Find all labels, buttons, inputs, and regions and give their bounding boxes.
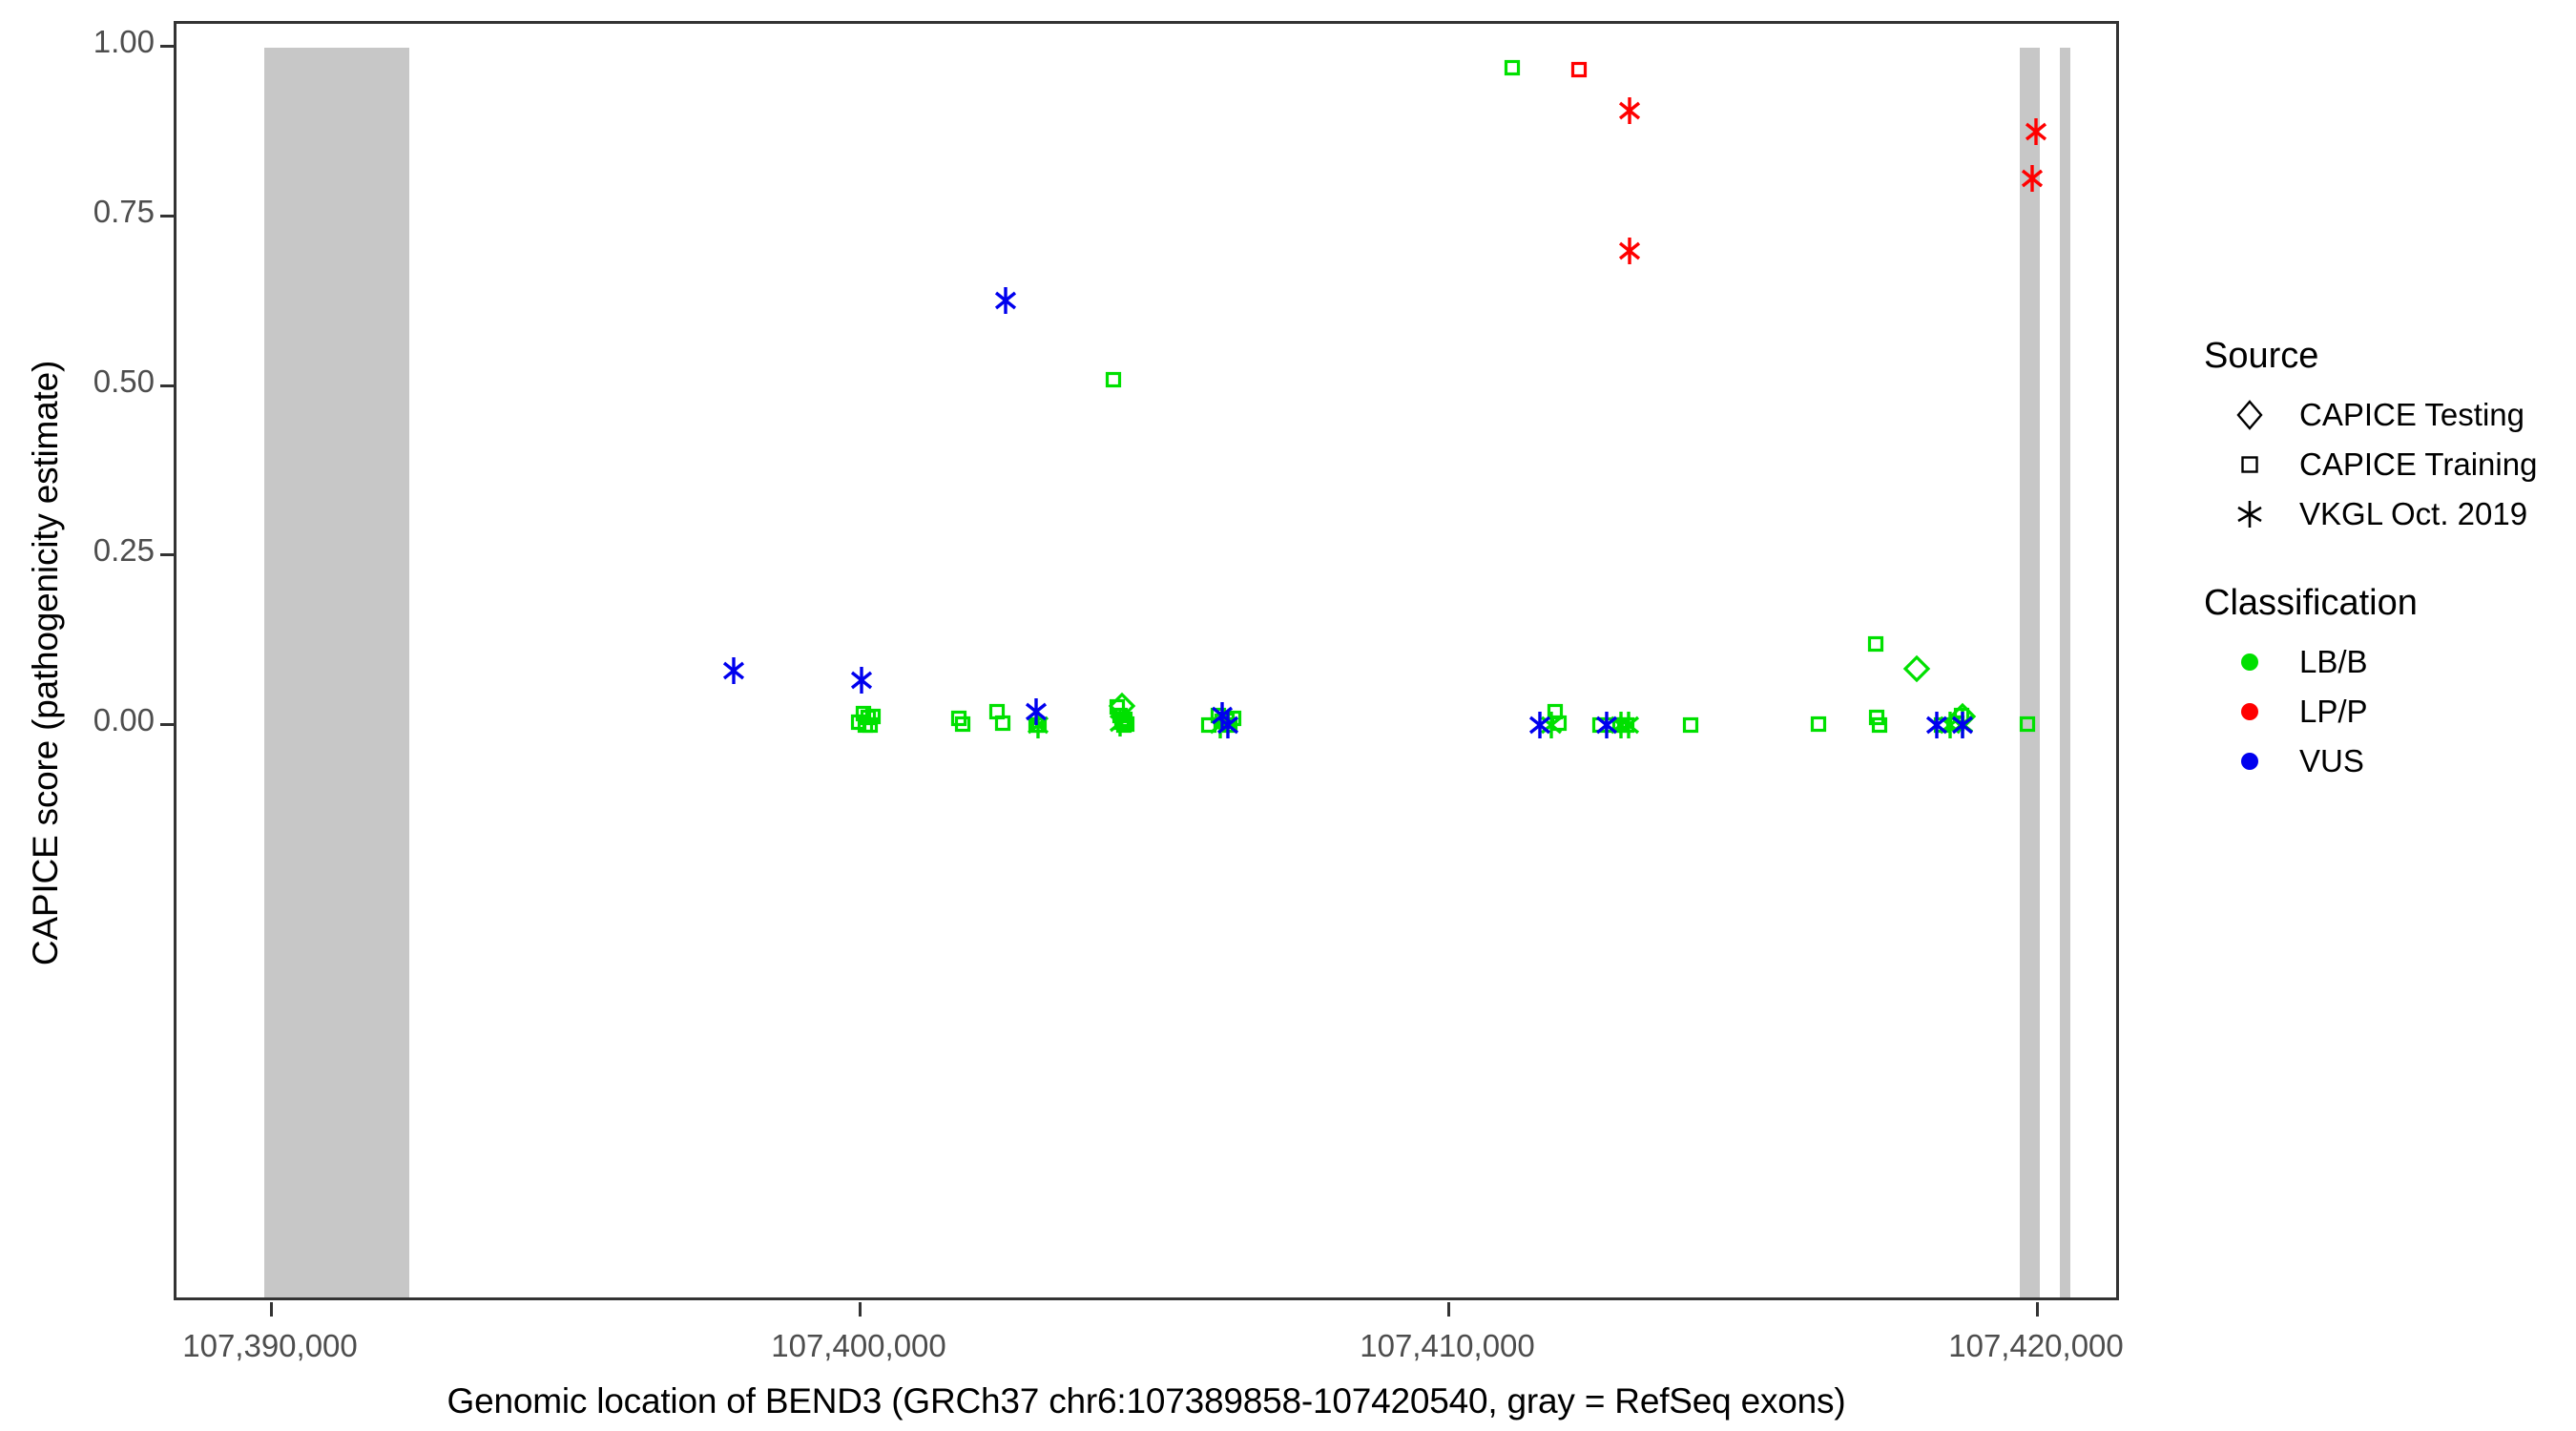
legend-item-lbb[interactable]: LB/B [2221, 637, 2566, 687]
y-tick-mark [160, 723, 174, 726]
legend-item-capice-testing[interactable]: CAPICE Testing [2221, 390, 2566, 440]
y-tick-label: 1.00 [93, 24, 155, 59]
legend-label-capice-training: CAPICE Training [2299, 446, 2538, 482]
y-tick-label: 0.25 [93, 532, 155, 569]
legend-item-vkgl[interactable]: VKGL Oct. 2019 [2221, 489, 2566, 539]
legend-group-source: Source CAPICE Testing CAPICE Training [2204, 336, 2566, 539]
y-tick-mark [160, 214, 174, 218]
x-tick-label: 107,400,000 [771, 1328, 946, 1363]
legend-label-lpp: LP/P [2299, 694, 2368, 729]
legend-title-classification: Classification [2204, 583, 2418, 623]
legend-group-classification: Classification LB/B LP/P VUS [2204, 583, 2566, 786]
legend-item-vus[interactable]: VUS [2221, 736, 2566, 786]
y-tick-mark [160, 384, 174, 387]
legend-title-source: Source [2204, 336, 2319, 376]
exon-band [2019, 48, 2040, 1297]
exon-band [264, 48, 409, 1297]
legend-label-vkgl: VKGL Oct. 2019 [2299, 496, 2528, 531]
x-tick-label: 107,410,000 [1360, 1328, 1535, 1363]
circle-icon-lpp [2221, 687, 2278, 736]
exon-band [2060, 48, 2071, 1297]
circle-icon-lbb [2221, 637, 2278, 687]
y-tick-mark [160, 45, 174, 48]
y-tick-label: 0.50 [93, 363, 155, 399]
x-tick-mark [270, 1302, 273, 1317]
plot-panel [174, 21, 2119, 1300]
legend-label-capice-testing: CAPICE Testing [2299, 397, 2524, 432]
x-axis-title: Genomic location of BEND3 (GRCh37 chr6:1… [447, 1381, 1846, 1421]
plot-area [177, 24, 2116, 1297]
asterisk-icon [2221, 489, 2278, 539]
x-tick-mark [1447, 1302, 1450, 1317]
legend-label-vus: VUS [2299, 743, 2364, 778]
diamond-icon [2221, 390, 2278, 440]
x-tick-mark [2036, 1302, 2039, 1317]
y-axis-tick-labels: 1.00 0.75 0.50 0.25 0.00 [59, 0, 155, 1431]
x-tick-label: 107,420,000 [1948, 1328, 2124, 1363]
x-tick-label: 107,390,000 [182, 1328, 358, 1363]
legend-item-lpp[interactable]: LP/P [2221, 687, 2566, 736]
legend: Source CAPICE Testing CAPICE Training [2204, 336, 2566, 830]
legend-item-capice-training[interactable]: CAPICE Training [2221, 440, 2566, 489]
y-tick-label: 0.75 [93, 193, 155, 229]
circle-icon-vus [2221, 736, 2278, 786]
y-tick-mark [160, 553, 174, 557]
x-axis-tick-labels: 107,390,000 107,400,000 107,410,000 107,420… [0, 1328, 2576, 1376]
square-icon [2221, 440, 2278, 489]
x-tick-mark [859, 1302, 862, 1317]
y-tick-label: 0.00 [93, 702, 155, 737]
legend-label-lbb: LB/B [2299, 644, 2368, 679]
